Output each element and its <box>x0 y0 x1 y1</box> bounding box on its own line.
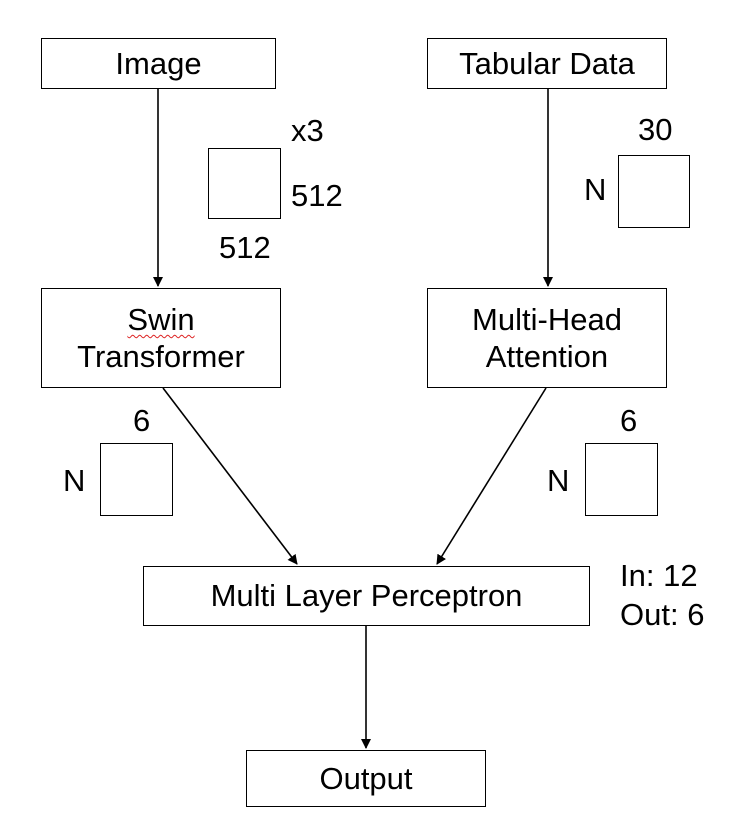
image-width-label: 512 <box>219 230 271 265</box>
swin-transformer-label-line2: Transformer <box>77 339 245 374</box>
multi-layer-perceptron-node: Multi Layer Perceptron <box>143 566 590 626</box>
edge-mha-to-mlp <box>436 387 547 565</box>
mha-output-cols-label: 6 <box>620 403 638 438</box>
image-node-label: Image <box>115 45 202 81</box>
swin-output-rows-label: N <box>63 463 86 498</box>
swin-output-tensor-box <box>100 443 173 516</box>
image-height-label: 512 <box>291 178 343 213</box>
mlp-out-label: Out: 6 <box>620 597 705 632</box>
multi-head-attention-label-line2: Attention <box>485 339 609 374</box>
multi-head-attention-node: Multi-Head Attention <box>427 288 667 388</box>
tabular-tensor-box <box>618 155 690 228</box>
multi-layer-perceptron-label: Multi Layer Perceptron <box>210 578 523 614</box>
edge-swin-to-mlp <box>162 387 298 565</box>
tabular-data-node: Tabular Data <box>427 38 667 89</box>
multi-head-attention-label-line1: Multi-Head <box>472 301 622 337</box>
mha-output-tensor-box <box>585 443 658 516</box>
mha-output-rows-label: N <box>547 463 570 498</box>
swin-output-cols-label: 6 <box>133 403 151 438</box>
tabular-cols-label: 30 <box>638 112 673 147</box>
image-tensor-box <box>208 148 281 219</box>
output-node-label: Output <box>319 760 413 796</box>
tabular-rows-label: N <box>584 172 607 207</box>
output-node: Output <box>246 750 486 807</box>
swin-transformer-label-line1: Swin <box>127 301 195 337</box>
mlp-in-label: In: 12 <box>620 558 698 593</box>
swin-transformer-node: Swin Transformer <box>41 288 281 388</box>
image-channels-label: x3 <box>291 113 324 148</box>
image-node: Image <box>41 38 276 89</box>
tabular-data-node-label: Tabular Data <box>459 45 635 81</box>
